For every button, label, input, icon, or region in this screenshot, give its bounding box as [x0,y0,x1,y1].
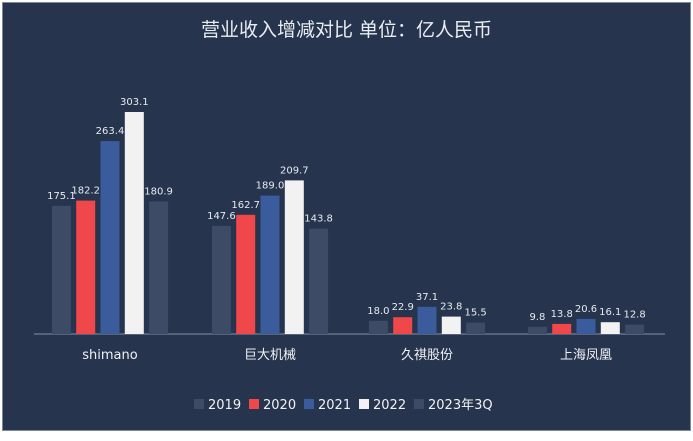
value-label-0-2: 263.4 [96,126,125,137]
bar-1-3 [284,180,304,334]
bar-1-2 [260,195,280,334]
legend-label-2: 2021 [318,398,351,413]
legend-item-1[interactable]: 2020 [249,398,296,413]
value-label-2-0: 18.0 [367,306,389,317]
value-label-1-0: 147.6 [207,211,236,222]
category-labels-group: shimano 巨大机械 久祺股份 上海凤凰 [82,348,612,363]
bar-3-3 [600,322,620,334]
bar-1-0 [211,225,231,334]
legend-label-1: 2020 [263,398,296,413]
value-label-1-1: 162.7 [231,200,260,211]
legend-swatch-1 [249,399,259,409]
value-label-3-3: 16.1 [599,307,621,318]
value-label-1-3: 209.7 [280,165,309,176]
bar-3-2 [576,318,596,334]
legend-label-0: 2019 [208,398,241,413]
bar-2-2 [417,306,437,334]
legend-item-3[interactable]: 2022 [359,398,406,413]
bar-1-4 [309,228,329,334]
value-label-3-1: 13.8 [551,309,573,320]
value-label-2-1: 22.9 [392,302,414,313]
bar-3-1 [552,323,572,334]
bar-1-1 [236,214,256,334]
value-label-1-2: 189.0 [256,181,285,192]
bar-2-0 [368,320,388,334]
bar-2-1 [393,317,413,334]
legend-item-0[interactable]: 2019 [194,398,241,413]
bars-group [51,112,645,334]
bar-0-2 [100,141,120,334]
chart-title: 营业收入增减对比 单位：亿人民币 [200,19,493,41]
bar-0-1 [76,200,96,334]
legend-label-3: 2022 [373,398,406,413]
bar-0-4 [149,201,169,334]
category-label-2: 久祺股份 [401,348,453,363]
bar-0-3 [124,112,144,334]
bar-0-0 [51,205,71,334]
legend-label-4: 2023年3Q [428,398,493,413]
legend-swatch-2 [304,399,314,409]
value-label-0-0: 175.1 [47,191,76,202]
legend-item-2[interactable]: 2021 [304,398,351,413]
legend-swatch-4 [414,399,424,409]
bar-3-0 [527,326,547,334]
value-label-0-4: 180.9 [144,187,173,198]
bar-2-4 [466,322,486,334]
value-label-0-3: 303.1 [120,97,149,108]
value-label-0-1: 182.2 [71,186,100,197]
value-label-3-0: 9.8 [529,312,545,323]
category-label-0: shimano [82,348,137,363]
category-label-3: 上海凤凰 [560,348,612,363]
legend-swatch-3 [359,399,369,409]
value-label-2-4: 15.5 [464,308,486,319]
value-label-2-3: 23.8 [440,302,462,313]
legend[interactable]: 2019 2020 2021 2022 2023年3Q [194,398,493,413]
bar-2-3 [441,316,461,334]
value-label-3-2: 20.6 [575,304,597,315]
category-label-1: 巨大机械 [244,348,296,363]
bar-3-4 [625,324,645,334]
legend-swatch-0 [194,399,204,409]
value-label-2-2: 37.1 [416,292,438,303]
value-label-1-4: 143.8 [304,214,333,225]
value-label-3-4: 12.8 [623,310,645,321]
legend-item-4[interactable]: 2023年3Q [414,398,493,413]
